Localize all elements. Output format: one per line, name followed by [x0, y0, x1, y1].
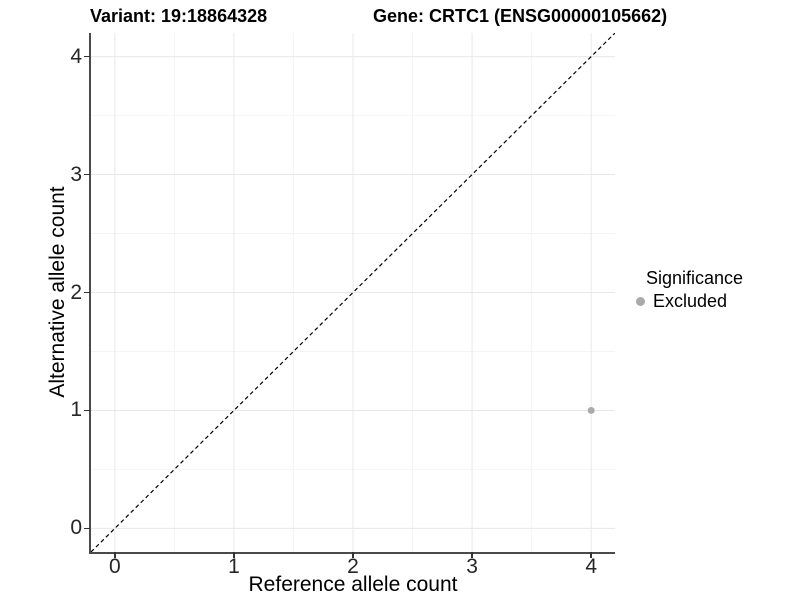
legend-item-label: Excluded [653, 291, 728, 311]
x-axis-title: Reference allele count [248, 573, 458, 596]
y-tick-mark [84, 409, 90, 412]
x-tick-mark [114, 552, 116, 558]
legend-title: Significance [646, 268, 744, 288]
y-tick-label: 1 [70, 398, 82, 422]
legend-item-excluded: Excluded [632, 291, 743, 311]
plot-canvas [91, 33, 615, 552]
legend-dot-icon [636, 296, 645, 306]
plot-panel [89, 33, 615, 554]
y-tick-label: 4 [70, 44, 82, 68]
x-tick-mark [471, 552, 473, 558]
x-tick-mark [233, 552, 235, 558]
data-point [587, 406, 595, 414]
variant-title: Variant: 19:18864328 [90, 6, 268, 26]
x-tick-label: 2 [347, 555, 359, 578]
y-tick-mark [84, 291, 90, 294]
y-tick-mark [84, 173, 90, 176]
x-tick-mark [590, 552, 592, 558]
gene-title: Gene: CRTC1 (ENSG00000105662) [373, 6, 668, 26]
x-tick-label: 3 [466, 555, 478, 578]
x-tick-label: 1 [228, 555, 240, 578]
x-tick-label: 4 [585, 555, 598, 578]
y-tick-label: 0 [70, 516, 82, 540]
y-tick-mark [84, 55, 90, 58]
legend: Significance Excluded [632, 268, 743, 311]
identity-line [91, 33, 615, 552]
y-tick-mark [84, 527, 90, 530]
y-tick-label: 3 [70, 162, 82, 186]
y-tick-label: 2 [70, 280, 82, 304]
x-tick-label: 0 [108, 555, 121, 578]
x-tick-mark [352, 552, 354, 558]
